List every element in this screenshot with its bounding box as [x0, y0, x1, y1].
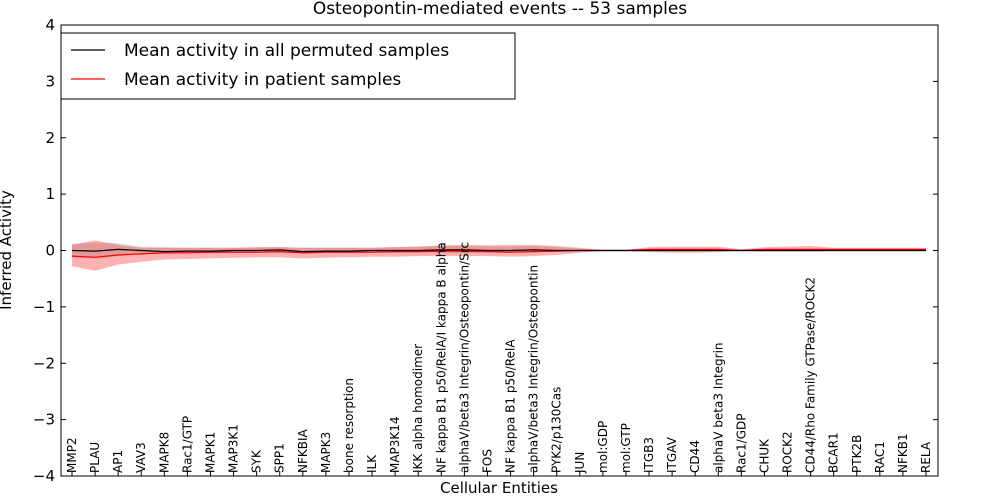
category-label: PYK2/p130Cas: [550, 387, 564, 473]
plot-frame: [60, 24, 939, 477]
y-tick-label: 1: [45, 185, 55, 203]
category-label: CHUK: [757, 438, 771, 473]
category-label: FOS: [481, 449, 495, 473]
y-axis-ticks: −4 −3 −2 −1 0 1 2 3 4: [33, 16, 938, 485]
legend-label-permuted: Mean activity in all permuted samples: [124, 41, 449, 61]
legend-label-patient: Mean activity in patient samples: [124, 70, 401, 90]
y-tick-label: 4: [45, 16, 55, 34]
category-label: ITGB3: [642, 437, 656, 473]
y-tick-label: −4: [33, 467, 55, 485]
y-tick-label: 3: [45, 72, 55, 90]
confidence-bands: [72, 240, 926, 271]
category-label: Rac1/GDP: [734, 414, 748, 473]
y-tick-label: −2: [33, 354, 55, 372]
y-tick-label: 0: [45, 242, 55, 260]
category-label: PLAU: [88, 442, 102, 473]
category-label: mol:GTP: [619, 423, 633, 473]
category-label: MAPK3: [319, 432, 333, 473]
category-label: bone resorption: [342, 378, 356, 473]
series-lines: [71, 248, 926, 258]
category-label: CD44: [688, 440, 702, 473]
line-patient-mean: [71, 248, 926, 258]
band-patient: [72, 240, 926, 271]
category-label: alphaV beta3 Integrin: [711, 342, 725, 473]
category-label: alphaV/beta3 Integrin/Osteopontin/Src: [457, 242, 471, 473]
category-label: BCAR1: [827, 432, 841, 473]
category-label: IKK alpha homodimer: [411, 344, 425, 473]
y-tick-label: 2: [45, 129, 55, 147]
category-label: RELA: [919, 441, 933, 473]
category-label: SYK: [250, 449, 264, 473]
category-label: Rac1/GTP: [180, 416, 194, 473]
category-label: AP1: [111, 450, 125, 473]
category-label: MAPK1: [204, 432, 218, 473]
category-label: MAP3K1: [227, 424, 241, 473]
y-tick-label: −3: [33, 411, 55, 429]
category-labels: MMP2 PLAU AP1 VAV3 MAPK8 Rac1/GTP MAPK1 MAP3K1 S…: [65, 242, 933, 476]
category-label: NF kappa B1 p50/RelA/I kappa B alpha: [434, 242, 448, 473]
category-label: mol:GDP: [596, 421, 610, 473]
category-label: ROCK2: [781, 431, 795, 473]
category-label: PTK2B: [850, 435, 864, 473]
category-label: MMP2: [65, 437, 79, 473]
category-label: NF kappa B1 p50/RelA: [504, 339, 518, 473]
legend: Mean activity in all permuted samples Me…: [60, 32, 516, 100]
category-label: MAP3K14: [388, 416, 402, 473]
category-label: MAPK8: [157, 432, 171, 473]
category-label: NFKBIA: [296, 428, 310, 473]
category-label: NFKB1: [896, 433, 910, 473]
category-label: RAC1: [873, 441, 887, 473]
x-axis-label: Cellular Entities: [440, 479, 558, 497]
category-label: ILK: [365, 454, 379, 473]
chart-title: Osteopontin-mediated events -- 53 sample…: [313, 0, 687, 19]
category-label: JUN: [573, 452, 587, 474]
line-permuted-mean: [71, 248, 926, 253]
category-label: SPP1: [273, 443, 287, 473]
category-label: CD44/Rho Family GTPase/ROCK2: [804, 277, 818, 473]
y-axis-label: Inferred Activity: [0, 190, 15, 310]
category-label: VAV3: [134, 442, 148, 473]
category-label: alphaV/beta3 Integrin/Osteopontin: [527, 265, 541, 473]
legend-box: [60, 32, 516, 100]
y-tick-label: −1: [33, 298, 55, 316]
category-label: ITGAV: [665, 436, 679, 473]
